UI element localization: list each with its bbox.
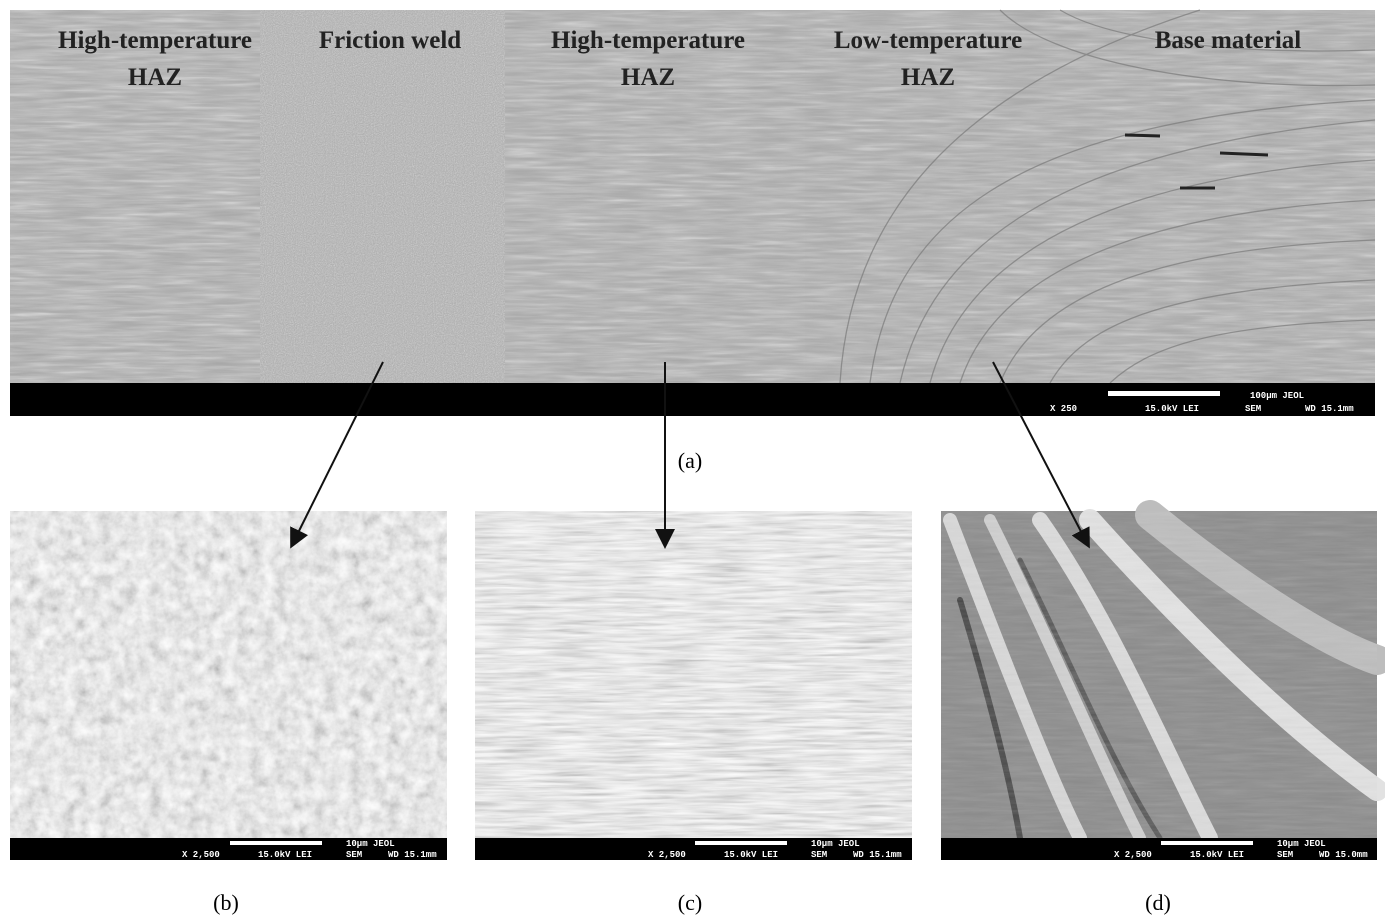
info-mode: SEM (1277, 850, 1293, 860)
caption: (d) (1145, 890, 1171, 915)
micrograph-a: 100µm JEOL X 250 15.0kV LEI SEM WD 15.1m… (10, 10, 1375, 416)
page: 100µm JEOL X 250 15.0kV LEI SEM WD 15.1m… (0, 0, 1385, 918)
info-magnification: X 250 (1050, 404, 1077, 414)
info-working-distance: WD 15.0mm (1319, 850, 1368, 860)
caption: (c) (678, 890, 702, 915)
figure: 100µm JEOL X 250 15.0kV LEI SEM WD 15.1m… (0, 0, 1385, 918)
info-scale: 10µm JEOL (811, 839, 860, 849)
info-voltage: 15.0kV LEI (724, 850, 778, 860)
zone-label: Base material (1155, 27, 1302, 54)
info-voltage: 15.0kV LEI (1190, 850, 1244, 860)
zone-label: HAZ (128, 64, 182, 91)
micrograph-b: 10µm JEOL X 2,500 15.0kV LEI SEM WD 15.1… (10, 511, 447, 860)
info-voltage: 15.0kV LEI (1145, 404, 1199, 414)
info-mode: SEM (346, 850, 362, 860)
zone-label: High-temperature (551, 27, 745, 54)
info-magnification: X 2,500 (648, 850, 686, 860)
caption: (a) (678, 448, 702, 473)
zone-label: Low-temperature (834, 27, 1022, 54)
info-magnification: X 2,500 (1114, 850, 1152, 860)
info-working-distance: WD 15.1mm (388, 850, 437, 860)
zone-label: HAZ (621, 64, 675, 91)
info-magnification: X 2,500 (182, 850, 220, 860)
info-mode: SEM (1245, 404, 1261, 414)
info-scale: 10µm JEOL (346, 839, 395, 849)
info-mode: SEM (811, 850, 827, 860)
info-scale: 100µm JEOL (1250, 391, 1304, 401)
zone-label: HAZ (901, 64, 955, 91)
micrograph-c: 10µm JEOL X 2,500 15.0kV LEI SEM WD 15.1… (475, 511, 912, 860)
info-voltage: 15.0kV LEI (258, 850, 312, 860)
info-working-distance: WD 15.1mm (1305, 404, 1354, 414)
zone-label: Friction weld (319, 27, 461, 54)
micrograph-d: 10µm JEOL X 2,500 15.0kV LEI SEM WD 15.0… (941, 511, 1377, 860)
caption: (b) (213, 890, 239, 915)
zone-label: High-temperature (58, 27, 252, 54)
info-working-distance: WD 15.1mm (853, 850, 902, 860)
info-scale: 10µm JEOL (1277, 839, 1326, 849)
